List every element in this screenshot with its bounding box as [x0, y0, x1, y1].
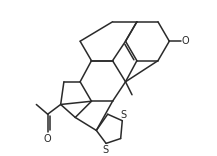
Text: S: S [102, 145, 108, 155]
Text: O: O [44, 134, 51, 144]
Text: S: S [121, 110, 127, 120]
Text: O: O [181, 36, 189, 46]
